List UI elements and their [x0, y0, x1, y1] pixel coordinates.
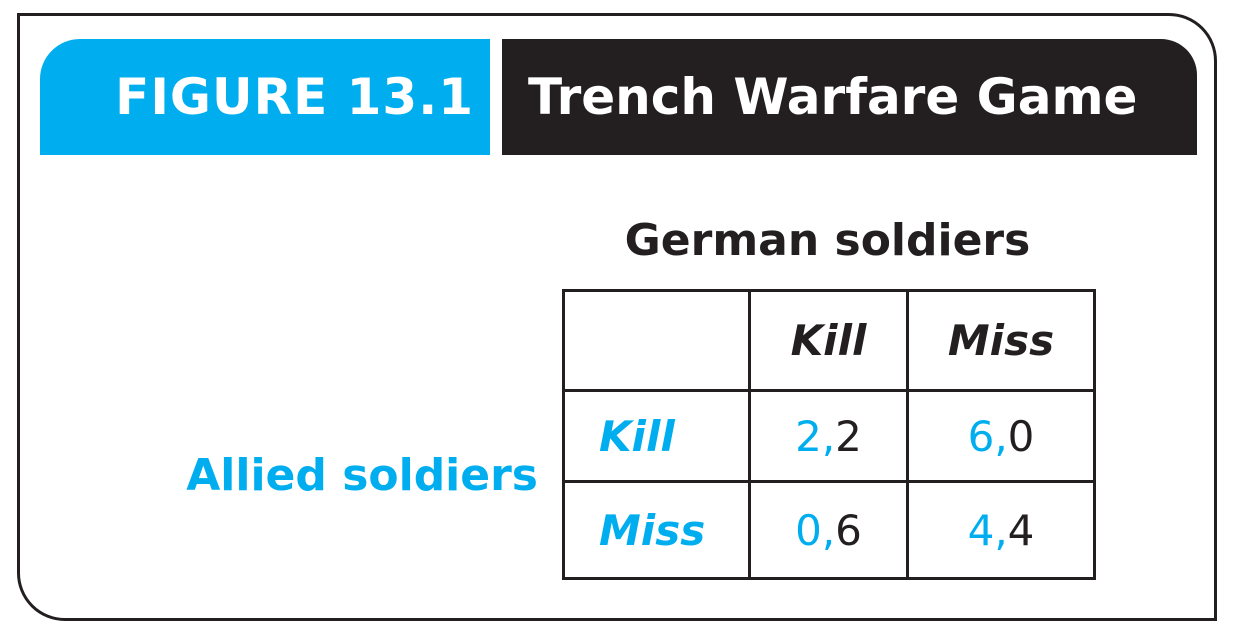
figure-label: FIGURE 13.1: [40, 39, 490, 155]
payoff-row-miss: Miss 0,6 4,4: [562, 480, 1096, 580]
figure-title-text: Trench Warfare Game: [528, 68, 1138, 126]
payoff-cell-miss-kill: 0,6: [748, 480, 909, 580]
payoff-cell-miss-miss: 4,4: [906, 480, 1096, 580]
payoff-separator: ,: [994, 411, 1008, 461]
column-strategy-miss: Miss: [906, 289, 1096, 392]
row-player-label: Allied soldiers: [186, 450, 538, 501]
allied-payoff: 0: [795, 505, 822, 555]
column-player-label: German soldiers: [624, 215, 1031, 266]
figure-label-text: FIGURE 13.1: [115, 68, 474, 126]
payoff-cell-kill-kill: 2,2: [748, 389, 909, 483]
payoff-matrix: Kill Miss Kill 2,2 6,0 Miss 0,6 4,4: [562, 289, 1096, 580]
column-strategy-kill: Kill: [748, 289, 909, 392]
german-payoff: 4: [1007, 505, 1035, 555]
corner-cell: [562, 289, 751, 392]
payoff-cell-kill-miss: 6,0: [906, 389, 1096, 483]
payoff-separator: ,: [821, 505, 836, 555]
row-strategy-miss: Miss: [562, 480, 751, 580]
payoff-header-row: Kill Miss: [562, 289, 1096, 392]
german-payoff: 2: [835, 411, 862, 461]
payoff-separator: ,: [994, 505, 1008, 555]
allied-payoff: 6: [967, 411, 995, 461]
row-strategy-kill: Kill: [562, 389, 751, 483]
german-payoff: 0: [1007, 411, 1035, 461]
allied-payoff: 2: [795, 411, 822, 461]
figure-title: Trench Warfare Game: [502, 39, 1197, 155]
allied-payoff: 4: [967, 505, 995, 555]
payoff-separator: ,: [821, 411, 836, 461]
german-payoff: 6: [835, 505, 862, 555]
payoff-row-kill: Kill 2,2 6,0: [562, 389, 1096, 483]
